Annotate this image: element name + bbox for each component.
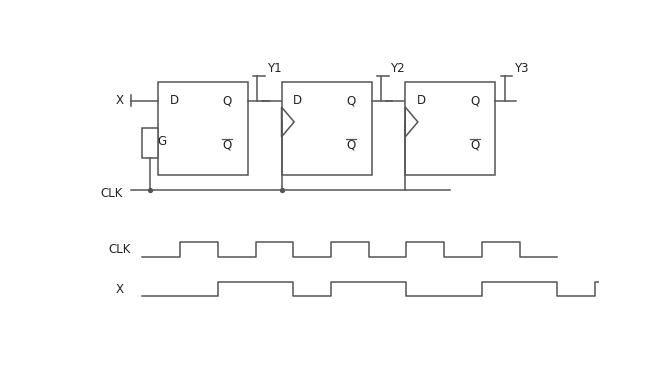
Bar	[158, 82, 248, 175]
Text: D: D	[293, 94, 303, 107]
Text: Q: Q	[223, 94, 232, 107]
Text: Q: Q	[470, 139, 479, 152]
Bar	[142, 128, 158, 158]
Text: Q: Q	[346, 139, 356, 152]
Text: D: D	[417, 94, 426, 107]
Text: Y1: Y1	[267, 62, 281, 75]
Text: X: X	[115, 283, 123, 296]
Text: Y2: Y2	[390, 62, 405, 75]
Text: Q: Q	[346, 94, 356, 107]
Text: CLK: CLK	[108, 243, 130, 256]
Text: Y3: Y3	[514, 62, 529, 75]
Text: X: X	[115, 94, 123, 107]
Text: Q: Q	[470, 94, 479, 107]
Text: D: D	[170, 94, 179, 107]
Bar	[281, 82, 372, 175]
Text: Q: Q	[223, 139, 232, 152]
Text: G: G	[157, 135, 166, 148]
Bar	[405, 82, 495, 175]
Text: CLK: CLK	[101, 187, 123, 200]
